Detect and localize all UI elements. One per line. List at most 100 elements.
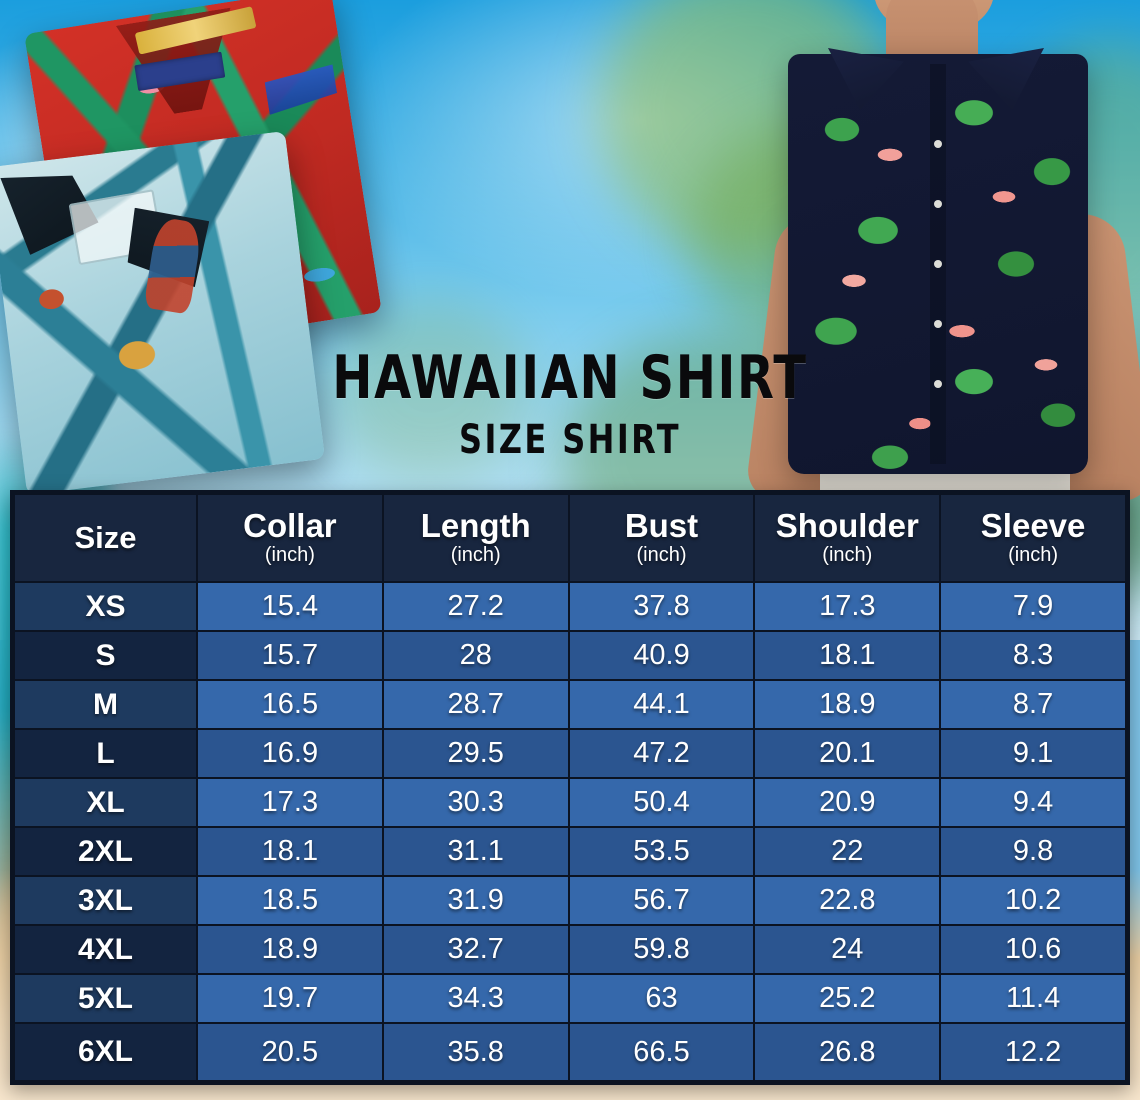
cell-sleeve: 12.2 <box>939 1022 1127 1082</box>
shirt-button-icon <box>934 380 942 388</box>
column-header-bust: Bust (inch) <box>567 493 756 583</box>
cell-bust: 56.7 <box>567 875 756 926</box>
cell-length: 28 <box>381 630 570 681</box>
shirt-button-icon <box>934 260 942 268</box>
table-row: XS 15.4 27.2 37.8 17.3 7.9 <box>13 581 1127 632</box>
table-row: L 16.9 29.5 47.2 20.1 9.1 <box>13 728 1127 779</box>
cell-length: 30.3 <box>381 777 570 828</box>
cell-shoulder: 24 <box>753 924 942 975</box>
cell-collar: 16.5 <box>196 679 384 730</box>
cell-shoulder: 18.9 <box>753 679 942 730</box>
column-header-shoulder-unit: (inch) <box>822 544 873 567</box>
cell-shoulder: 18.1 <box>753 630 942 681</box>
cell-bust: 47.2 <box>567 728 756 779</box>
cell-sleeve: 9.8 <box>939 826 1127 877</box>
cell-length: 31.1 <box>381 826 570 877</box>
cell-collar: 15.7 <box>196 630 384 681</box>
size-chart-table: Size Collar (inch) Length (inch) Bust (i… <box>13 493 1127 1082</box>
cell-size: 4XL <box>13 924 198 975</box>
cell-shoulder: 20.1 <box>753 728 942 779</box>
table-row: 4XL 18.9 32.7 59.8 24 10.6 <box>13 924 1127 975</box>
table-body: XS 15.4 27.2 37.8 17.3 7.9 S 15.7 28 40.9 18.1 8.3 M… <box>13 581 1127 1082</box>
cell-shoulder: 22.8 <box>753 875 942 926</box>
column-header-length-label: Length <box>420 506 531 544</box>
cell-sleeve: 9.1 <box>939 728 1127 779</box>
cell-bust: 59.8 <box>567 924 756 975</box>
column-header-collar: Collar (inch) <box>196 493 384 583</box>
cell-sleeve: 11.4 <box>939 973 1127 1024</box>
cell-size: 3XL <box>13 875 198 926</box>
shirt-button-icon <box>934 140 942 148</box>
cell-shoulder: 25.2 <box>753 973 942 1024</box>
cell-length: 27.2 <box>381 581 570 632</box>
cell-shoulder: 17.3 <box>753 581 942 632</box>
cell-bust: 66.5 <box>567 1022 756 1082</box>
table-row: 5XL 19.7 34.3 63 25.2 11.4 <box>13 973 1127 1024</box>
cell-collar: 19.7 <box>196 973 384 1024</box>
column-header-collar-label: Collar <box>243 506 337 544</box>
cell-bust: 63 <box>567 973 756 1024</box>
cell-bust: 37.8 <box>567 581 756 632</box>
cell-size: 2XL <box>13 826 198 877</box>
model-photo <box>736 0 1140 500</box>
table-row: M 16.5 28.7 44.1 18.9 8.7 <box>13 679 1127 730</box>
cell-size: S <box>13 630 198 681</box>
column-header-shoulder-label: Shoulder <box>775 506 919 544</box>
model-hawaiian-shirt <box>788 54 1088 474</box>
cell-sleeve: 8.7 <box>939 679 1127 730</box>
table-row: 2XL 18.1 31.1 53.5 22 9.8 <box>13 826 1127 877</box>
cell-bust: 53.5 <box>567 826 756 877</box>
column-header-size: Size <box>13 493 198 583</box>
column-header-sleeve-label: Sleeve <box>980 506 1086 544</box>
column-header-bust-unit: (inch) <box>636 544 687 567</box>
column-header-bust-label: Bust <box>624 506 699 544</box>
folded-shirt-blue-photo <box>0 130 325 496</box>
table-row: S 15.7 28 40.9 18.1 8.3 <box>13 630 1127 681</box>
cell-bust: 50.4 <box>567 777 756 828</box>
cell-collar: 18.1 <box>196 826 384 877</box>
palm-bokeh <box>330 300 530 480</box>
cell-length: 31.9 <box>381 875 570 926</box>
cell-sleeve: 10.6 <box>939 924 1127 975</box>
cell-length: 35.8 <box>381 1022 570 1082</box>
shirt-button-icon <box>934 200 942 208</box>
shirt-brand-tag <box>263 64 338 114</box>
cell-length: 32.7 <box>381 924 570 975</box>
cell-sleeve: 9.4 <box>939 777 1127 828</box>
cell-length: 28.7 <box>381 679 570 730</box>
column-header-length-unit: (inch) <box>450 544 501 567</box>
cell-collar: 17.3 <box>196 777 384 828</box>
table-row: XL 17.3 30.3 50.4 20.9 9.4 <box>13 777 1127 828</box>
column-header-length: Length (inch) <box>381 493 570 583</box>
cell-collar: 20.5 <box>196 1022 384 1082</box>
cell-bust: 44.1 <box>567 679 756 730</box>
table-row: 6XL 20.5 35.8 66.5 26.8 12.2 <box>13 1022 1127 1082</box>
cell-shoulder: 26.8 <box>753 1022 942 1082</box>
table-row: 3XL 18.5 31.9 56.7 22.8 10.2 <box>13 875 1127 926</box>
column-header-sleeve-unit: (inch) <box>1008 544 1059 567</box>
cell-size: XS <box>13 581 198 632</box>
cell-shoulder: 22 <box>753 826 942 877</box>
table-header-row: Size Collar (inch) Length (inch) Bust (i… <box>13 493 1127 583</box>
size-chart-table-wrapper: Size Collar (inch) Length (inch) Bust (i… <box>10 490 1130 1085</box>
column-header-size-label: Size <box>74 520 137 555</box>
cell-collar: 18.5 <box>196 875 384 926</box>
column-header-sleeve: Sleeve (inch) <box>939 493 1127 583</box>
cell-size: M <box>13 679 198 730</box>
column-header-shoulder: Shoulder (inch) <box>753 493 942 583</box>
cell-size: L <box>13 728 198 779</box>
cell-size: 6XL <box>13 1022 198 1082</box>
cell-length: 34.3 <box>381 973 570 1024</box>
cell-sleeve: 10.2 <box>939 875 1127 926</box>
cell-length: 29.5 <box>381 728 570 779</box>
cell-bust: 40.9 <box>567 630 756 681</box>
cell-sleeve: 7.9 <box>939 581 1127 632</box>
cell-sleeve: 8.3 <box>939 630 1127 681</box>
cell-collar: 18.9 <box>196 924 384 975</box>
cell-collar: 15.4 <box>196 581 384 632</box>
table-header: Size Collar (inch) Length (inch) Bust (i… <box>13 493 1127 583</box>
shirt-button-icon <box>934 320 942 328</box>
cell-size: XL <box>13 777 198 828</box>
cell-shoulder: 20.9 <box>753 777 942 828</box>
column-header-collar-unit: (inch) <box>264 544 315 567</box>
